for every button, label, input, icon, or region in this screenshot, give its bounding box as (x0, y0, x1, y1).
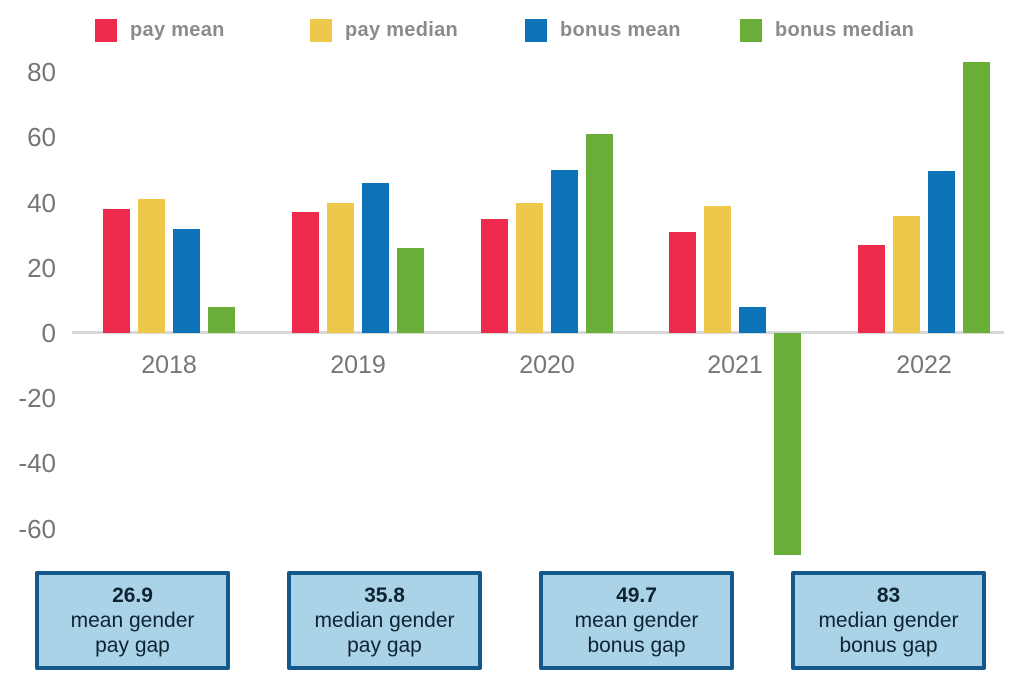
bar-bonus-mean-2022 (928, 170, 955, 333)
x-tick-label-2019: 2019 (330, 351, 386, 379)
summary-box-value: 49.7 (616, 584, 657, 607)
legend-swatch-pay-median (310, 18, 332, 42)
y-tick-label-60: 60 (27, 122, 56, 153)
legend-item-pay-median: pay median (310, 16, 458, 44)
summary-box-line2: bonus gap (587, 634, 686, 657)
bar-pay-mean-2020 (481, 218, 508, 333)
summary-box-value: 83 (876, 584, 901, 607)
x-tick-label-2018: 2018 (141, 351, 197, 379)
bar-bonus-median-2022 (963, 62, 990, 333)
y-tick-label--60: -60 (18, 513, 56, 544)
bar-bonus-mean-2020 (551, 170, 578, 333)
legend-label: pay median (345, 18, 459, 41)
bar-pay-median-2022 (893, 216, 920, 333)
x-tick-label-2022: 2022 (896, 351, 952, 379)
bar-bonus-mean-2018 (173, 228, 200, 333)
summary-box-mean-gender-bonus-gap: 49.7 mean gender bonus gap (539, 571, 734, 670)
summary-box-line2: pay gap (347, 634, 422, 657)
bar-pay-mean-2022 (858, 245, 885, 333)
legend-swatch-bonus-mean (525, 18, 547, 42)
bar-pay-mean-2021 (669, 231, 696, 333)
legend-label: bonus mean (560, 18, 681, 41)
bar-pay-mean-2019 (292, 212, 319, 333)
legend-label: bonus median (775, 18, 915, 41)
y-tick-label--40: -40 (18, 448, 56, 479)
legend-item-pay-mean: pay mean (95, 16, 225, 44)
summary-box-line2: bonus gap (839, 634, 938, 657)
bar-bonus-median-2021 (774, 333, 801, 555)
x-tick-label-2021: 2021 (707, 351, 763, 379)
bar-pay-median-2021 (704, 205, 731, 333)
summary-box-value: 26.9 (112, 584, 153, 607)
bar-pay-median-2019 (327, 202, 354, 333)
bar-bonus-mean-2019 (362, 183, 389, 333)
summary-box-line1: mean gender (70, 609, 195, 632)
legend-swatch-bonus-median (740, 18, 762, 42)
summary-box-line1: median gender (314, 609, 455, 632)
bar-bonus-mean-2021 (739, 306, 766, 333)
legend-label: pay mean (130, 18, 225, 41)
summary-box-value: 35.8 (364, 584, 405, 607)
summary-box-line1: median gender (818, 609, 959, 632)
summary-box-line2: pay gap (95, 634, 170, 657)
legend-item-bonus-median: bonus median (740, 16, 914, 44)
bar-pay-median-2020 (516, 202, 543, 333)
y-tick-label-0: 0 (41, 318, 56, 348)
legend-item-bonus-mean: bonus mean (525, 16, 681, 44)
summary-box-median-gender-bonus-gap: 83 median gender bonus gap (791, 571, 986, 670)
bar-bonus-median-2020 (586, 134, 613, 333)
x-tick-label-2020: 2020 (519, 351, 575, 379)
summary-box-line1: mean gender (574, 609, 699, 632)
legend-swatch-pay-mean (95, 18, 117, 42)
y-tick-label--20: -20 (18, 383, 56, 414)
y-tick-label-80: 80 (27, 57, 56, 88)
y-tick-label-20: 20 (27, 252, 56, 283)
bar-bonus-median-2019 (397, 248, 424, 333)
bar-bonus-median-2018 (208, 306, 235, 333)
bar-pay-mean-2018 (103, 209, 130, 333)
bar-pay-median-2018 (138, 199, 165, 333)
summary-box-mean-gender-pay-gap: 26.9 mean gender pay gap (35, 571, 230, 670)
summary-box-median-gender-pay-gap: 35.8 median gender pay gap (287, 571, 482, 670)
y-tick-label-40: 40 (27, 187, 56, 218)
